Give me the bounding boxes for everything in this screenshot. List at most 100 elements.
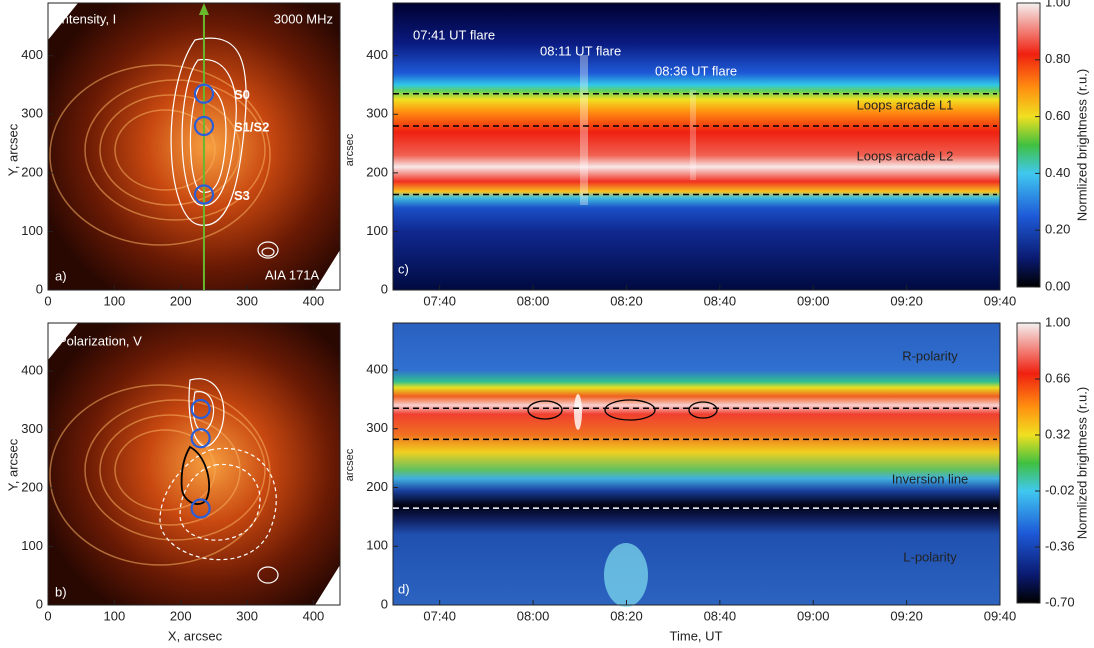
x-tick-label: 300 [236,608,258,623]
y-tick-label: 300 [21,421,43,436]
colorbar-tick-label: -0.36 [1045,538,1075,553]
x-tick-label: 07:40 [423,608,456,623]
source-marker [190,398,211,420]
annotation: 08:36 UT flare [655,63,737,78]
x-tick-label: 200 [170,293,192,308]
y-axis-label: arcsec [344,448,356,481]
x-axis-label: Time, UT [670,628,723,643]
panel-label: c) [398,261,409,276]
x-tick-label: 400 [303,293,325,308]
x-tick-label: 09:20 [890,293,923,308]
source-label: S3 [234,188,250,203]
x-tick-label: 08:40 [704,293,737,308]
colorbar-c [1016,2,1041,288]
y-axis-label: Y, arcsec [5,438,20,491]
y-axis-label: arcsec [344,133,356,166]
x-axis-label: X, arcsec [168,628,223,643]
y-tick-label: 0 [381,596,388,611]
x-tick-label: 09:40 [984,293,1017,308]
annotation: Polarization, V [58,333,142,348]
source-label: S0 [234,87,250,102]
y-tick-label: 400 [366,361,388,376]
x-tick-label: 300 [236,293,258,308]
y-tick-label: 200 [21,164,43,179]
x-tick-label: 08:00 [517,293,550,308]
colorbar-tick-label: 1.00 [1045,0,1070,9]
annotation: 3000 MHz [274,11,333,26]
y-tick-label: 100 [21,223,43,238]
annotation: Intensity, I [58,11,116,26]
plot-frame [47,2,341,291]
colorbar-tick-label: 0.40 [1045,165,1070,180]
y-tick-label: 100 [21,538,43,553]
y-tick-label: 300 [21,106,43,121]
y-tick-label: 100 [366,538,388,553]
x-tick-label: 09:40 [984,608,1017,623]
x-tick-label: 0 [44,293,51,308]
y-tick-label: 0 [381,281,388,296]
y-tick-label: 300 [366,420,388,435]
y-tick-label: 100 [366,223,388,238]
annotation: 08:11 UT flare [540,43,621,58]
x-tick-label: 08:00 [517,608,550,623]
x-tick-label: 09:20 [890,608,923,623]
x-tick-label: 100 [104,608,126,623]
colorbar-d [1016,322,1041,604]
panel-label: b) [55,584,67,599]
colorbar-label: Normlized brightness (r.u.) [1074,387,1089,539]
x-tick-label: 08:40 [704,608,737,623]
annotation: R-polarity [902,348,958,363]
source-marker [190,428,211,449]
x-tick-label: 100 [104,293,126,308]
plot-frame [392,2,1001,291]
y-tick-label: 200 [21,479,43,494]
y-tick-label: 400 [366,47,388,62]
y-tick-label: 400 [21,47,43,62]
annotation: Loops arcade L2 [857,148,954,163]
colorbar-tick-label: -0.70 [1045,594,1075,609]
panel-label: a) [55,268,67,283]
x-tick-label: 09:00 [797,293,830,308]
source-marker [193,184,215,205]
colorbar-tick-label: 0.00 [1045,278,1070,293]
colorbar-tick-label: 0.80 [1045,51,1070,66]
colorbar-tick-label: 0.60 [1045,108,1070,123]
colorbar-tick-label: 1.00 [1045,314,1070,329]
y-tick-label: 200 [366,479,388,494]
y-tick-label: 300 [366,106,388,121]
x-tick-label: 200 [170,608,192,623]
annotation: Inversion line [892,471,969,486]
source-marker [193,83,215,104]
heatmap-c [393,3,1000,290]
x-tick-label: 08:20 [610,608,643,623]
annotation: Loops arcade L1 [857,97,954,112]
annotation: 07:41 UT flare [413,27,495,42]
heatmap-d [393,323,1000,607]
plot-frame [47,322,341,606]
solar-image-a [48,3,340,290]
annotation: L-polarity [903,549,957,564]
y-tick-label: 200 [366,164,388,179]
colorbar-tick-label: 0.20 [1045,222,1070,237]
plot-frame [392,322,1001,606]
source-marker [193,115,215,137]
y-tick-label: 0 [36,281,43,296]
x-tick-label: 08:20 [610,293,643,308]
colorbar-label: Normlized brightness (r.u.) [1074,69,1089,221]
colorbar-tick-label: 0.32 [1045,426,1070,441]
colorbar-tick-label: -0.02 [1045,482,1075,497]
y-tick-label: 400 [21,362,43,377]
annotation: AIA 171A [265,267,320,282]
y-axis-label: Y, arcsec [5,123,20,176]
solar-image-b [48,323,340,605]
x-tick-label: 09:00 [797,608,830,623]
panel-label: d) [398,581,410,596]
source-marker [190,498,211,519]
y-tick-label: 0 [36,596,43,611]
x-tick-label: 07:40 [423,293,456,308]
x-tick-label: 400 [303,608,325,623]
source-label: S1/S2 [234,119,269,134]
cut-arrow [198,3,209,15]
x-tick-label: 0 [44,608,51,623]
